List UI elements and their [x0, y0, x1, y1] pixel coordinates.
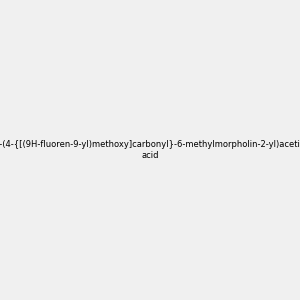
Text: 2-(4-{[(9H-fluoren-9-yl)methoxy]carbonyl}-6-methylmorpholin-2-yl)acetic acid: 2-(4-{[(9H-fluoren-9-yl)methoxy]carbonyl…: [0, 140, 300, 160]
